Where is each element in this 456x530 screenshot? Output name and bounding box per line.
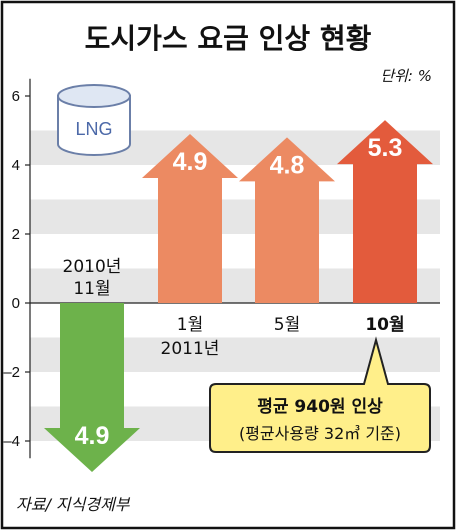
bar-arrows: 4.9 4.9 4.8 5.3 (44, 120, 433, 473)
category-label: 2010년 (63, 257, 122, 277)
y-tick-label: 0 (12, 295, 20, 312)
category-label: 5월 (274, 315, 300, 335)
bar-arrow (142, 133, 238, 303)
bar-arrow (239, 137, 335, 303)
bar-value-label: 4.8 (270, 151, 305, 179)
bar-arrow (44, 303, 140, 473)
y-tick-label: 6 (12, 88, 20, 105)
unit-label: 단위: % (380, 67, 432, 85)
callout-line2: (평균사용량 32㎥ 기준) (239, 424, 401, 443)
callout-box: 평균 940원 인상 (평균사용량 32㎥ 기준) (209, 336, 431, 453)
category-label: 11월 (73, 279, 110, 299)
lng-label: LNG (75, 119, 112, 139)
y-tick-label: 2 (12, 226, 20, 243)
callout-line1: 평균 940원 인상 (257, 397, 383, 417)
source-label: 자료/ 지식경제부 (16, 495, 131, 514)
y-axis-ticks: 6 4 2 0 –2 –4 (3, 88, 30, 450)
bar-arrow (337, 120, 433, 304)
bar-value-label: 4.9 (75, 422, 110, 450)
y-tick-label: 4 (12, 157, 20, 174)
chart-title: 도시가스 요금 인상 현황 (85, 22, 372, 55)
y-tick-label: –4 (3, 433, 20, 450)
category-label: 10월 (365, 315, 404, 335)
lng-tank-icon: LNG (57, 84, 131, 156)
bar-value-label: 5.3 (368, 134, 403, 162)
category-label: 1월 (177, 315, 203, 335)
bar-value-label: 4.9 (173, 148, 208, 176)
category-label: 2011년 (161, 339, 220, 359)
y-tick-label: –2 (3, 364, 20, 381)
